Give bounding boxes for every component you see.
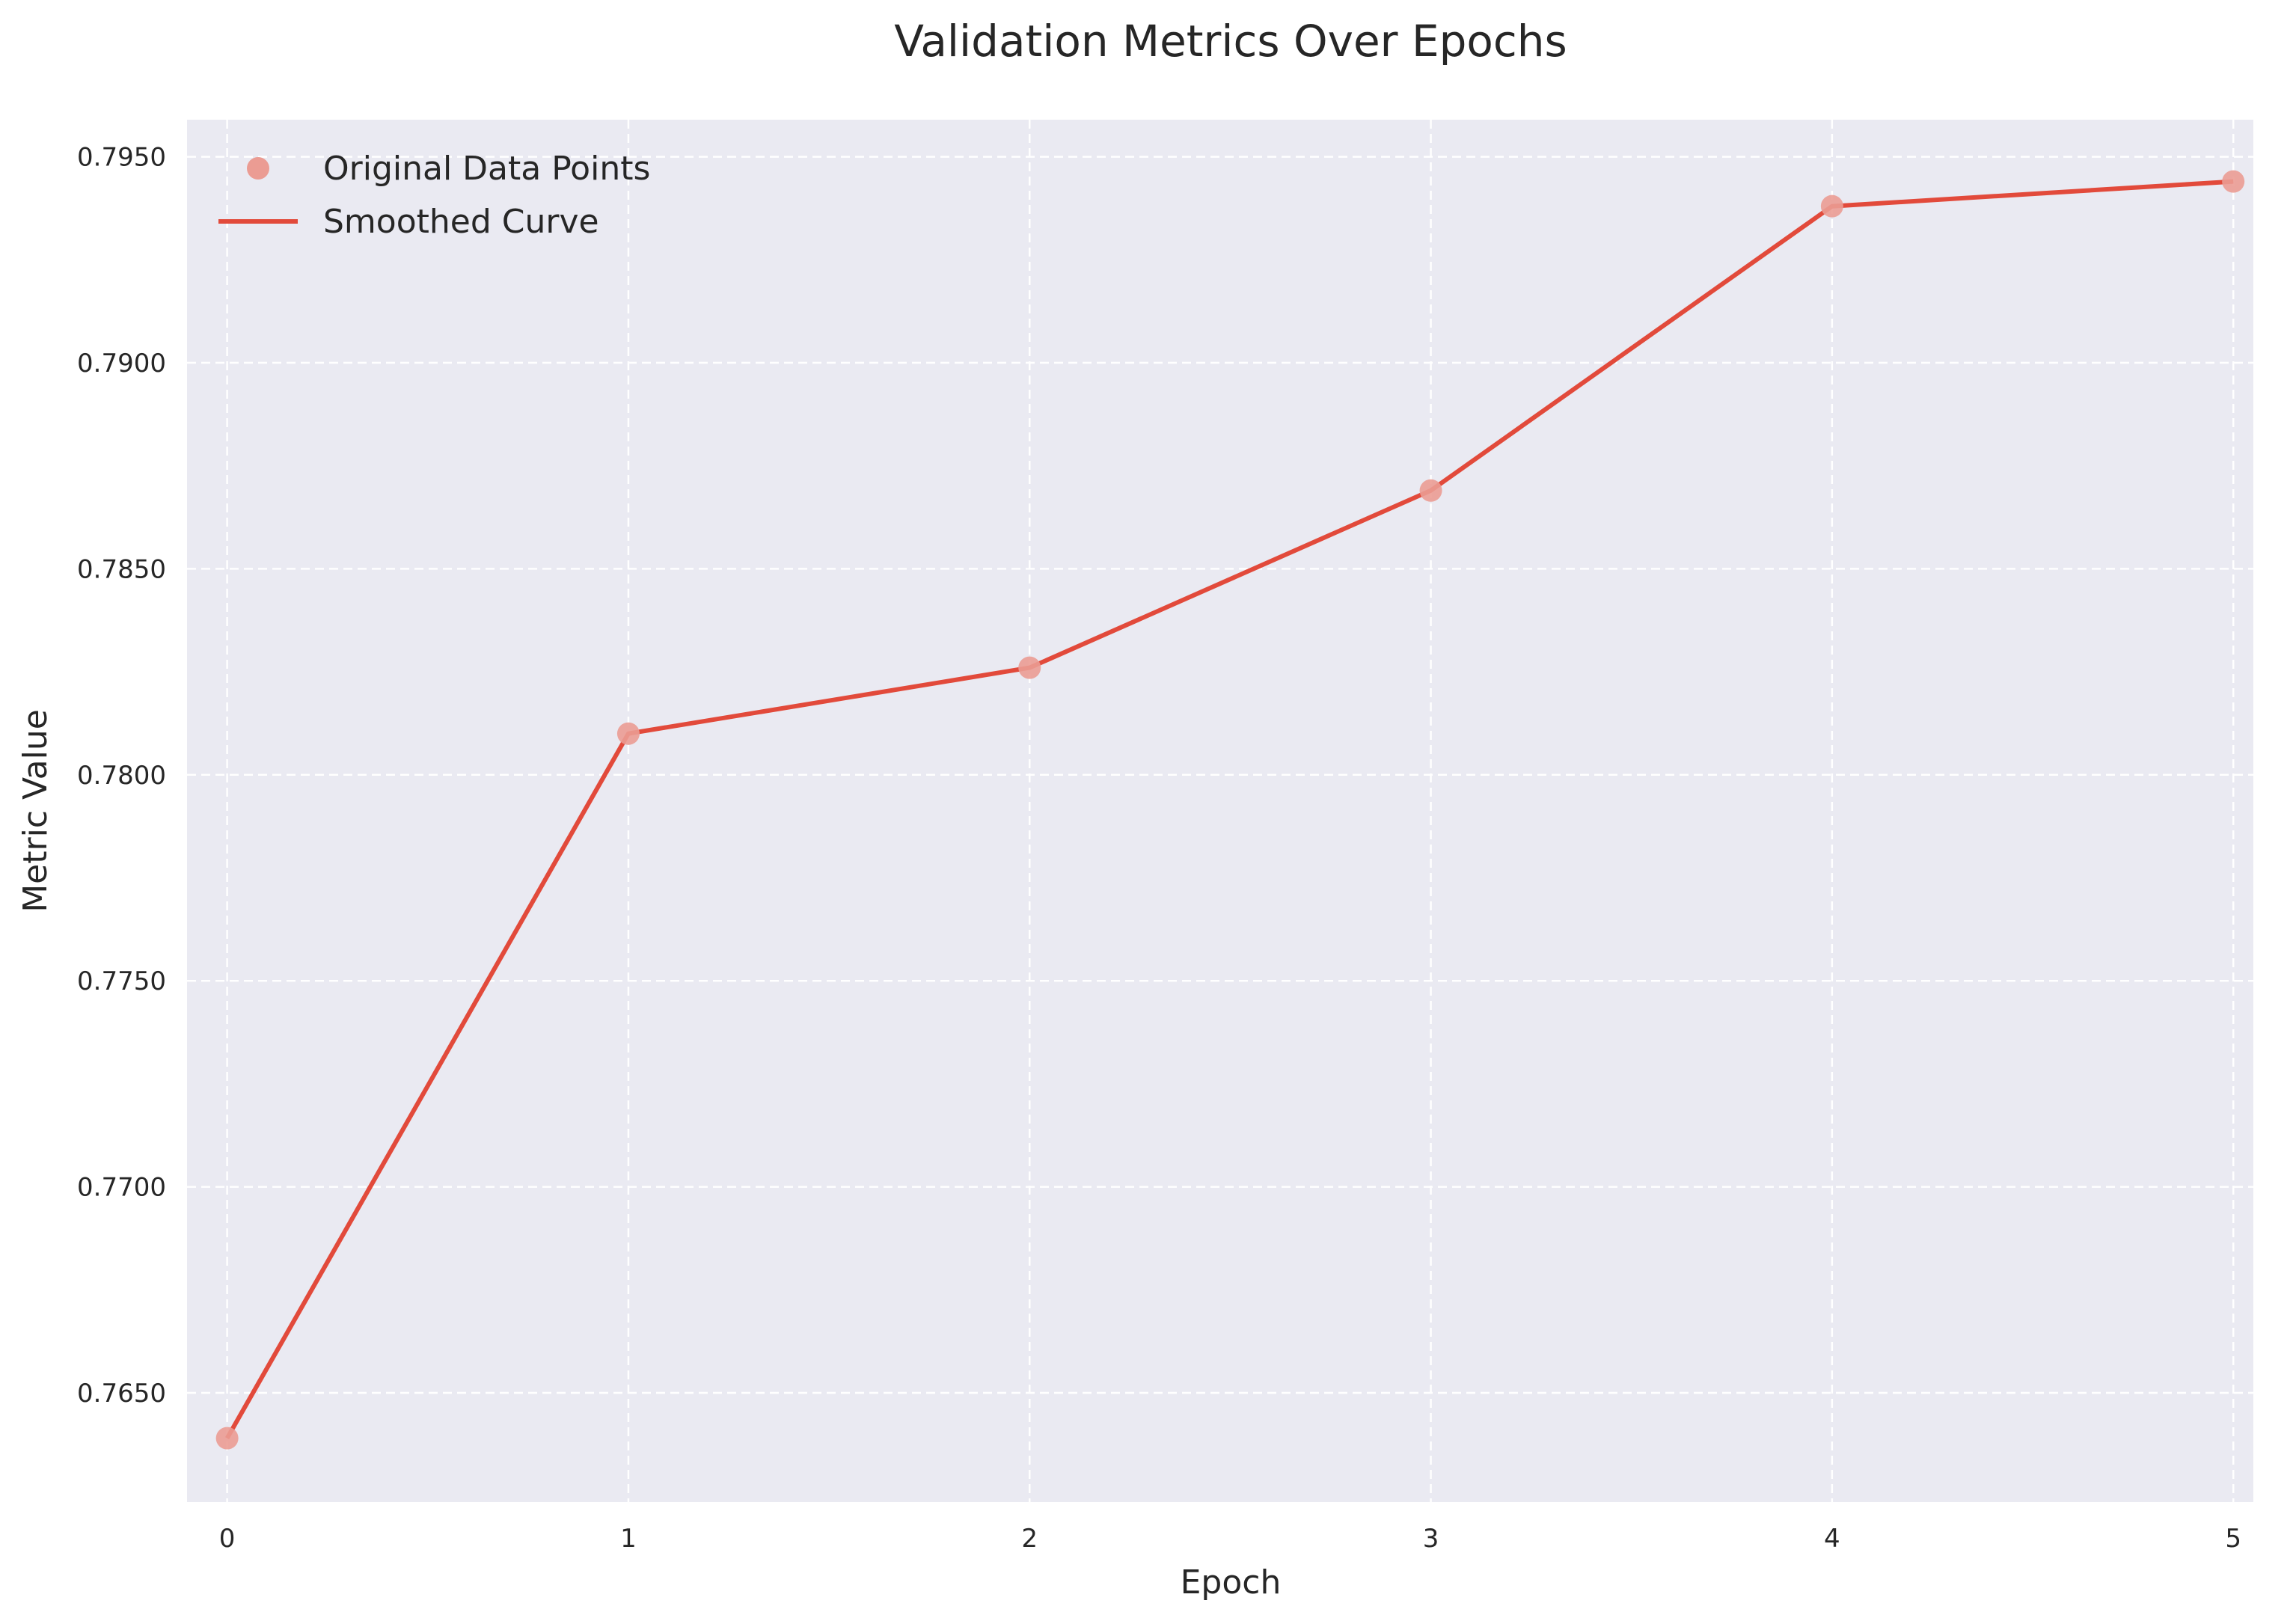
data-point xyxy=(616,722,640,745)
x-tick-label: 4 xyxy=(1824,1524,1840,1554)
y-axis-label: Metric Value xyxy=(16,709,55,913)
data-point xyxy=(1018,656,1041,679)
y-tick-label: 0.7900 xyxy=(77,349,166,379)
original-data-points xyxy=(215,170,2245,1450)
legend: Original Data Points Smoothed Curve xyxy=(218,150,650,241)
data-point xyxy=(2222,170,2245,193)
grid xyxy=(187,120,2253,1502)
data-point xyxy=(1419,479,1442,502)
x-tick-label: 5 xyxy=(2225,1524,2241,1554)
y-tick-label: 0.7700 xyxy=(77,1173,166,1203)
y-axis-ticks: 0.7650 0.7700 0.7750 0.7800 0.7850 0.7900 0.79… xyxy=(77,143,166,1409)
legend-marker-points xyxy=(247,157,269,180)
x-axis-ticks: 0 1 2 3 4 5 xyxy=(219,1524,2241,1554)
data-point xyxy=(1820,194,1843,218)
y-tick-label: 0.7800 xyxy=(77,761,166,791)
x-tick-label: 3 xyxy=(1423,1524,1439,1554)
x-tick-label: 1 xyxy=(620,1524,637,1554)
plot-area xyxy=(187,120,2253,1502)
y-tick-label: 0.7850 xyxy=(77,554,166,584)
y-tick-label: 0.7650 xyxy=(77,1379,166,1409)
data-point xyxy=(215,1427,239,1450)
legend-label-points: Original Data Points xyxy=(323,150,650,188)
x-axis-label: Epoch xyxy=(1181,1563,1282,1602)
chart-title: Validation Metrics Over Epochs xyxy=(894,16,1567,67)
x-tick-label: 0 xyxy=(219,1524,236,1554)
x-tick-label: 2 xyxy=(1021,1524,1038,1554)
smoothed-curve-line xyxy=(224,179,2234,1440)
y-tick-label: 0.7950 xyxy=(77,143,166,173)
legend-label-line: Smoothed Curve xyxy=(323,203,599,241)
y-tick-label: 0.7750 xyxy=(77,966,166,996)
